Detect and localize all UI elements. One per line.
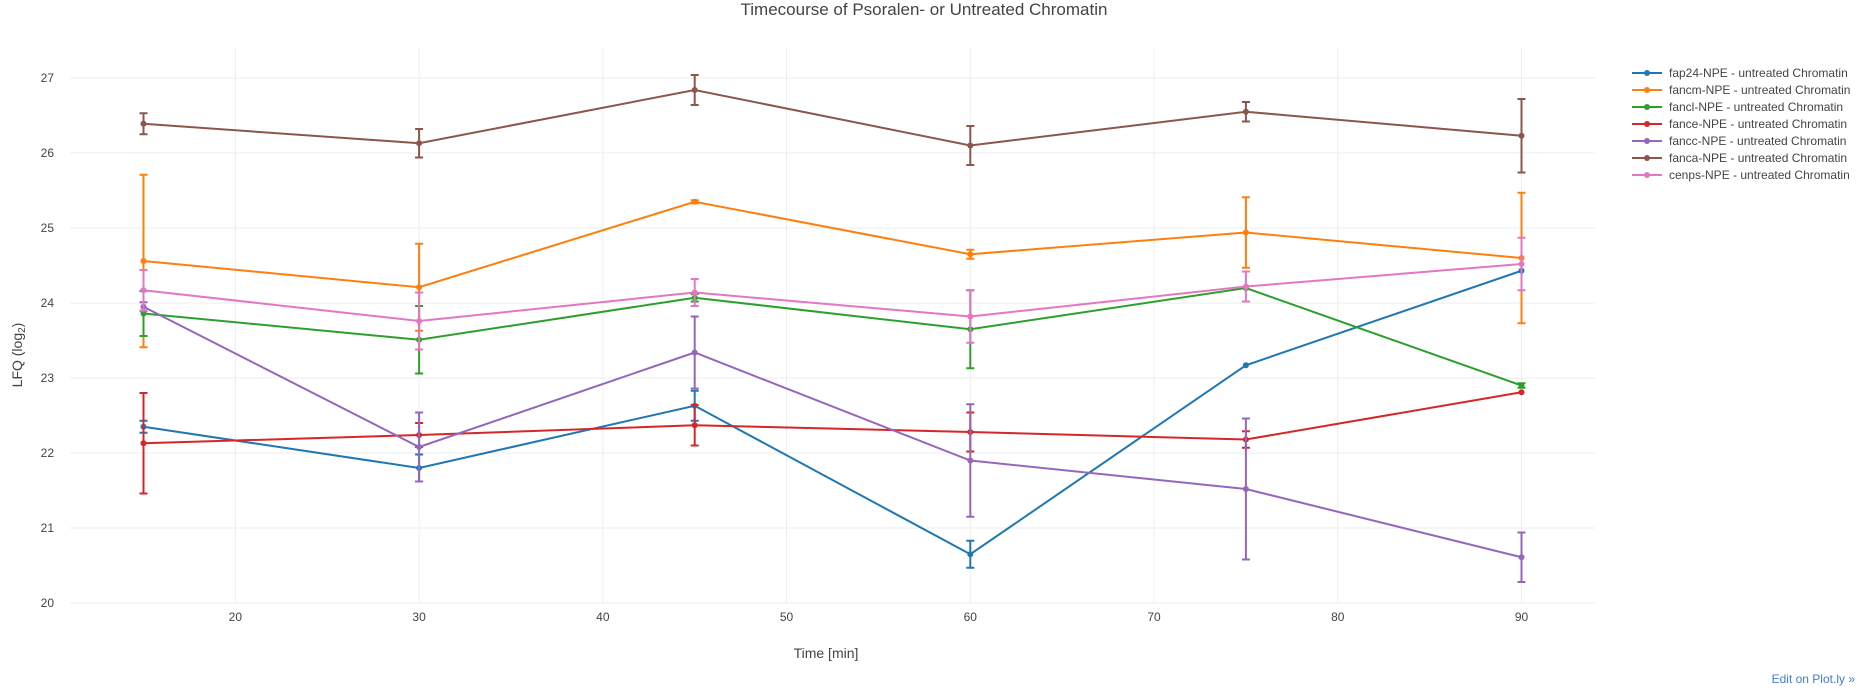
data-point [140,120,147,127]
x-tick-label: 20 [229,610,243,624]
data-point [416,284,423,291]
data-point [140,440,147,447]
legend-marker [1644,155,1650,161]
axes: 20 30 40 50 60 70 80 90 20 21 22 23 24 25 26 27 [41,71,1529,624]
x-tick-label: 60 [964,610,978,624]
x-tick-label: 90 [1515,610,1529,624]
data-point [1242,229,1249,236]
series-line [143,391,1522,445]
y-tick-label: 27 [41,71,55,85]
data-point [967,457,974,464]
series-line [143,200,1522,289]
data-point [1242,362,1249,369]
legend-label: fanca-NPE - untreated Chromatin [1669,151,1847,165]
legend-label: fancm-NPE - untreated Chromatin [1669,83,1850,97]
data-point [1518,261,1525,267]
data-point [416,140,423,147]
data-point [140,287,147,294]
chart-title: Timecourse of Psoralen- or Untreated Chr… [741,0,1108,19]
data-point [1242,486,1249,492]
legend-item: fancc-NPE - untreated Chromatin [1632,134,1846,148]
y-tick-label: 20 [41,596,55,610]
series-group [139,74,1526,583]
y-tick-label: 22 [41,446,55,460]
series-3 [139,389,1525,495]
series-1 [139,173,1526,349]
data-point [967,551,974,558]
data-point [691,198,698,205]
y-axis-title-subscript: 2 [17,327,28,333]
x-axis-title: Time [min] [794,645,859,661]
series-line [143,305,1522,559]
legend: fap24-NPE - untreated Chromatin fancm-NPE… [1632,66,1850,182]
legend-marker [1644,121,1650,127]
legend-item: fancm-NPE - untreated Chromatin [1632,83,1850,97]
edit-on-plotly-link[interactable]: Edit on Plot.ly » [1771,672,1855,686]
data-point [967,251,974,258]
x-tick-label: 50 [780,610,794,624]
x-tick-label: 40 [596,610,610,624]
y-tick-label: 21 [41,521,55,535]
legend-marker [1644,172,1650,178]
y-axis-title-end: ) [9,323,25,328]
legend-item: fanca-NPE - untreated Chromatin [1632,151,1847,165]
legend-item: fance-NPE - untreated Chromatin [1632,117,1847,131]
legend-marker [1644,104,1650,110]
legend-item: fancl-NPE - untreated Chromatin [1632,100,1843,114]
data-point [1242,283,1249,290]
legend-label: fancc-NPE - untreated Chromatin [1669,134,1846,148]
data-point [967,313,974,320]
x-tick-label: 80 [1331,610,1345,624]
legend-item: cenps-NPE - untreated Chromatin [1632,168,1850,182]
series-2 [139,285,1526,389]
y-axis-title-main: LFQ (log [9,333,25,387]
legend-marker [1644,70,1650,76]
legend-item: fap24-NPE - untreated Chromatin [1632,66,1848,80]
data-point [691,422,698,429]
data-point [691,87,698,93]
y-tick-label: 24 [41,296,55,310]
series-6 [139,236,1526,351]
legend-marker [1644,87,1650,93]
data-point [416,318,423,324]
data-point [1518,389,1525,396]
series-5 [139,74,1526,174]
legend-marker [1644,138,1650,144]
legend-label: fance-NPE - untreated Chromatin [1669,117,1847,131]
data-point [1518,132,1525,139]
x-tick-label: 70 [1147,610,1161,624]
legend-label: fancl-NPE - untreated Chromatin [1669,100,1843,114]
series-line [143,88,1522,147]
legend-label: cenps-NPE - untreated Chromatin [1669,168,1850,182]
x-tick-label: 30 [412,610,426,624]
series-line [143,286,1522,387]
data-point [691,289,698,296]
data-point [967,142,974,149]
data-point [1518,382,1525,389]
y-tick-label: 23 [41,371,55,385]
y-tick-label: 25 [41,221,55,235]
series-line [143,269,1522,556]
data-point [1518,554,1525,561]
series-line [143,263,1522,323]
y-tick-label: 26 [41,146,55,160]
data-point [140,258,147,264]
legend-label: fap24-NPE - untreated Chromatin [1669,66,1848,80]
series-4 [139,301,1526,583]
data-point [416,444,423,450]
y-axis-title: LFQ (log2) [9,323,28,388]
data-point [691,349,698,356]
data-point [1242,108,1249,115]
